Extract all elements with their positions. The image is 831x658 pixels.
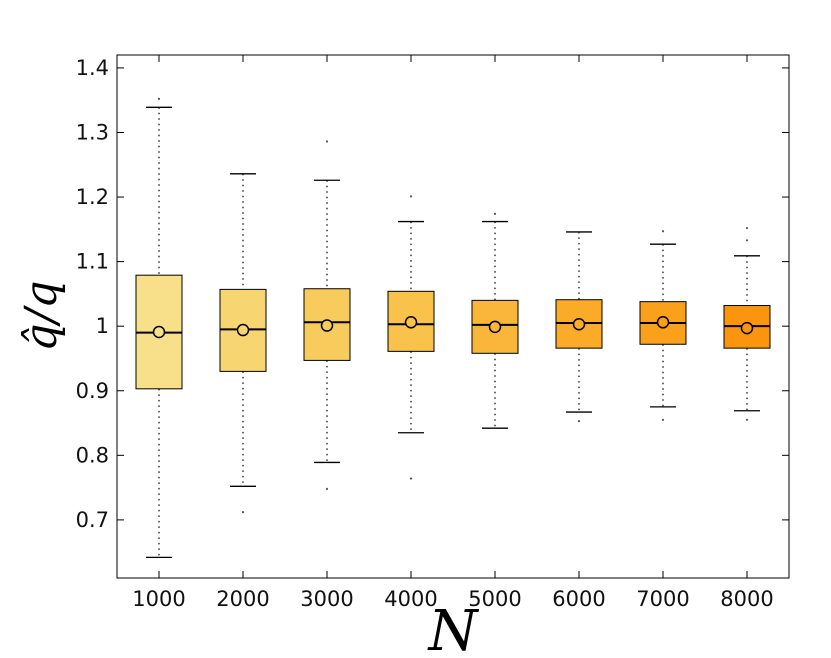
x-tick-label: 2000 xyxy=(216,587,269,611)
y-tick-label: 1.3 xyxy=(76,120,109,144)
y-tick-label: 0.7 xyxy=(76,508,109,532)
y-tick-label: 1.4 xyxy=(76,56,109,80)
box-series xyxy=(135,97,771,558)
box-8000 xyxy=(723,226,771,421)
y-tick-label: 1.2 xyxy=(76,185,109,209)
x-tick-label: 7000 xyxy=(636,587,689,611)
mean-marker xyxy=(488,320,502,334)
x-tick-label: 6000 xyxy=(552,587,605,611)
outlier-point xyxy=(241,511,245,514)
x-tick-label: 5000 xyxy=(468,587,521,611)
x-tick-label: 8000 xyxy=(720,587,773,611)
y-axis-label-denominator: q xyxy=(16,280,67,308)
outlier-point xyxy=(157,97,161,101)
box-iqr xyxy=(471,299,519,354)
box-7000 xyxy=(639,230,687,421)
mean-marker xyxy=(320,319,334,332)
svg-text:q̂/q: q̂/q xyxy=(16,280,67,351)
x-axis: 1000 2000 3000 4000 5000 6000 7000 8000 xyxy=(132,55,774,611)
outlier-point xyxy=(745,226,749,230)
plot-area xyxy=(116,54,790,579)
outlier-point xyxy=(493,212,497,215)
outlier-point xyxy=(325,487,329,490)
mean-marker xyxy=(740,321,754,335)
box-6000 xyxy=(555,231,603,423)
y-axis-label-hat: q̂ xyxy=(16,323,67,351)
outlier-point xyxy=(409,477,413,480)
outlier-point xyxy=(577,420,581,423)
mean-marker xyxy=(236,323,250,337)
x-axis-label: N xyxy=(427,599,480,658)
box-4000 xyxy=(387,195,435,480)
y-tick-label: 1 xyxy=(96,314,109,338)
box-5000 xyxy=(471,212,519,429)
outlier-point xyxy=(745,418,749,421)
mean-marker xyxy=(152,325,166,339)
x-tick-label: 3000 xyxy=(300,587,353,611)
x-tick-label: 1000 xyxy=(132,587,185,611)
y-tick-label: 0.8 xyxy=(76,443,109,467)
outlier-point xyxy=(661,418,665,421)
outlier-point xyxy=(409,195,413,198)
mean-marker xyxy=(656,316,670,329)
y-axis-label-slash: / xyxy=(16,304,67,327)
box-2000 xyxy=(219,173,267,514)
mean-marker xyxy=(404,316,418,329)
box-1000 xyxy=(135,97,183,558)
box-3000 xyxy=(303,140,351,490)
y-axis-label: q̂/q xyxy=(16,280,67,351)
x-tick-label: 4000 xyxy=(384,587,437,611)
y-axis: 0.7 0.8 0.9 1 1.1 1.2 1.3 1.4 xyxy=(76,56,789,532)
outlier-point xyxy=(745,239,749,242)
y-tick-label: 1.1 xyxy=(76,250,109,274)
mean-marker xyxy=(572,317,586,331)
y-tick-label: 0.9 xyxy=(76,379,109,403)
outlier-point xyxy=(325,140,329,143)
outlier-point xyxy=(661,230,665,233)
